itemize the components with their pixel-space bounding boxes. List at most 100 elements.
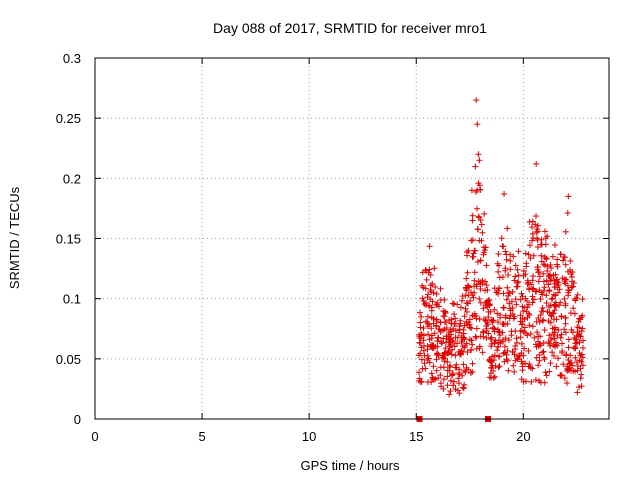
data-point — [558, 313, 565, 320]
data-point — [568, 284, 575, 291]
data-point — [469, 217, 476, 224]
data-point — [473, 345, 480, 352]
data-point — [456, 329, 463, 336]
data-point — [540, 270, 547, 277]
data-point — [554, 263, 561, 270]
data-point — [550, 291, 557, 298]
data-point — [480, 329, 487, 336]
data-point — [534, 264, 541, 271]
data-point — [481, 210, 488, 217]
data-point — [461, 313, 468, 320]
data-point — [538, 252, 545, 259]
data-point — [529, 286, 536, 293]
data-point — [572, 354, 579, 361]
data-point — [446, 317, 453, 324]
data-point — [525, 251, 532, 258]
data-point — [417, 379, 424, 386]
data-point — [428, 307, 435, 314]
data-point — [550, 352, 557, 359]
data-point — [539, 349, 546, 356]
data-point — [434, 338, 441, 345]
data-point — [536, 357, 543, 364]
data-point — [473, 334, 480, 341]
data-point — [444, 382, 451, 389]
data-point — [536, 273, 543, 280]
data-point — [536, 319, 543, 326]
data-point — [530, 296, 537, 303]
data-point — [538, 241, 545, 248]
data-point — [428, 325, 435, 332]
data-point — [474, 226, 481, 233]
y-tick-label: 0.1 — [63, 292, 81, 307]
data-point — [523, 260, 530, 267]
data-point — [495, 262, 502, 269]
data-point — [472, 188, 479, 195]
data-point — [503, 256, 510, 263]
data-point — [417, 319, 424, 326]
data-point — [452, 315, 459, 322]
data-point — [469, 360, 476, 367]
data-point — [495, 364, 502, 371]
data-point — [512, 357, 519, 364]
data-point — [444, 358, 451, 365]
data-point — [542, 369, 549, 376]
data-point — [442, 310, 449, 317]
data-point — [479, 229, 486, 236]
data-point — [482, 317, 489, 324]
data-point — [472, 247, 479, 254]
data-point — [521, 345, 528, 352]
data-point — [469, 368, 476, 375]
data-point — [433, 367, 440, 374]
data-point — [440, 376, 447, 383]
data-point — [572, 368, 579, 375]
data-point — [487, 357, 494, 364]
data-point — [437, 285, 444, 292]
data-point — [549, 253, 556, 260]
data-point — [561, 254, 568, 261]
data-point — [500, 350, 507, 357]
data-point — [552, 343, 559, 350]
data-point — [477, 186, 484, 193]
data-point — [495, 353, 502, 360]
y-tick-label: 0.3 — [63, 51, 81, 66]
data-point — [515, 248, 522, 255]
data-point — [550, 342, 557, 349]
data-point — [546, 303, 553, 310]
data-point — [533, 354, 540, 361]
data-point — [454, 301, 461, 308]
data-point — [471, 277, 478, 284]
data-point — [575, 318, 582, 325]
data-point — [467, 347, 474, 354]
data-point — [437, 372, 444, 379]
data-point — [508, 328, 515, 335]
data-point — [532, 376, 539, 383]
data-point — [537, 296, 544, 303]
data-point — [503, 296, 510, 303]
data-point — [449, 371, 456, 378]
data-point — [580, 337, 587, 344]
data-point — [463, 308, 470, 315]
data-point — [558, 331, 565, 338]
data-point — [456, 351, 463, 358]
data-point — [533, 343, 540, 350]
data-point — [551, 242, 558, 249]
data-point — [546, 287, 553, 294]
data-point — [526, 218, 533, 225]
data-point — [543, 300, 550, 307]
data-point — [418, 378, 425, 385]
data-point — [424, 313, 431, 320]
data-point — [508, 298, 515, 305]
data-point — [526, 322, 533, 329]
data-point — [517, 334, 524, 341]
data-point — [573, 295, 580, 302]
data-point — [505, 271, 512, 278]
data-point — [452, 320, 459, 327]
data-point — [537, 333, 544, 340]
data-point — [514, 266, 521, 273]
data-point — [447, 342, 454, 349]
data-point — [416, 369, 423, 376]
data-point — [430, 363, 437, 370]
data-point — [562, 228, 569, 235]
data-point — [437, 380, 444, 387]
